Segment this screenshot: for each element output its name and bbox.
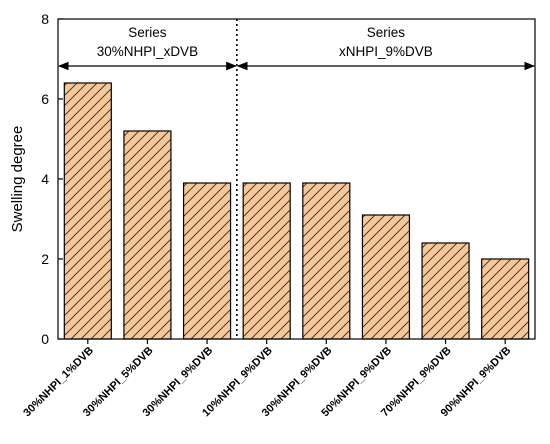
group-label-line1: Series (367, 25, 406, 40)
y-tick-label: 2 (41, 251, 49, 267)
y-tick-label: 8 (41, 11, 49, 27)
y-axis: 0 2 4 6 8 (41, 11, 63, 347)
group-label-line2: xNHPI_9%DVB (339, 44, 433, 59)
bar-2 (123, 130, 172, 340)
group-label-line1: Series (128, 25, 167, 40)
bar-8 (481, 258, 530, 340)
series-annotations: Series 30%NHPI_xDVB Series xNHPI_9%DVB (57, 19, 536, 339)
x-axis: 30%NHPI_1%DVB30%NHPI_5%DVB30%NHPI_9%DVB1… (21, 339, 513, 419)
bar-5 (302, 182, 351, 340)
bar-4 (242, 182, 291, 340)
y-axis-title: Swelling degree (9, 126, 26, 233)
y-tick-label: 6 (41, 91, 49, 107)
bar-3 (182, 182, 232, 340)
bars-layer (63, 82, 530, 340)
y-tick-label: 4 (41, 171, 49, 187)
bar-6 (361, 214, 411, 340)
bar-1 (63, 82, 112, 340)
group-label-line2: 30%NHPI_xDVB (97, 44, 198, 59)
bar-7 (421, 242, 470, 340)
y-tick-label: 0 (41, 331, 49, 347)
